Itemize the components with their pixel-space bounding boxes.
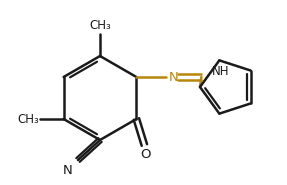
Text: CH₃: CH₃ (18, 112, 40, 125)
Text: O: O (140, 149, 151, 162)
Text: NH: NH (212, 65, 229, 78)
Text: N: N (168, 70, 178, 83)
Text: CH₃: CH₃ (89, 18, 111, 31)
Text: N: N (63, 164, 73, 177)
